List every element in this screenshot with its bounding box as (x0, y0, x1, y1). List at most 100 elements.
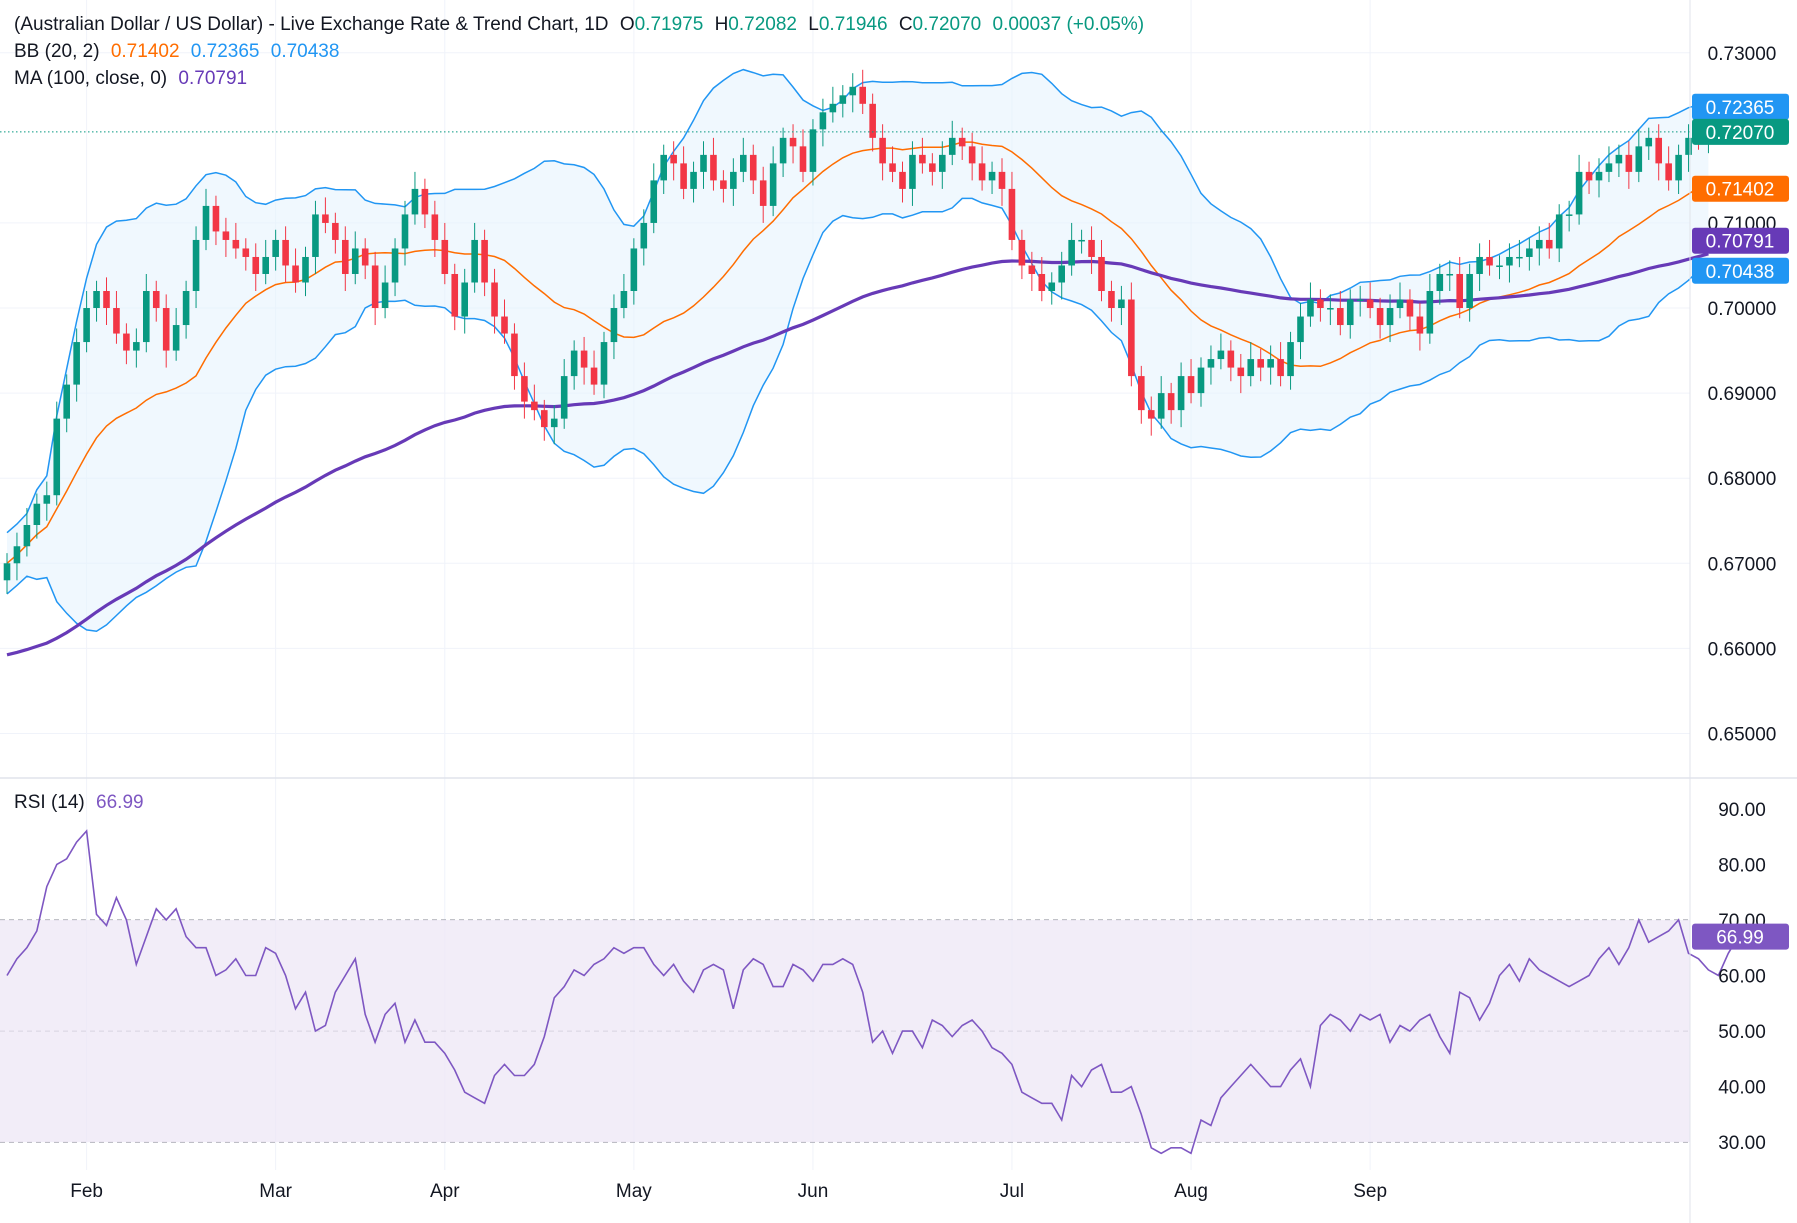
candle-body (779, 137, 787, 164)
ma-label: MA (100, close, 0) (14, 68, 168, 89)
price-tick-label: 0.65000 (1708, 724, 1777, 745)
candle-body (1287, 342, 1294, 377)
candle-body (133, 342, 140, 351)
price-tag-label: 0.70791 (1706, 232, 1775, 253)
candle-body (342, 239, 349, 274)
candle-body (829, 103, 837, 113)
price-tags: 0.72365 0.72070 0.71402 0.70791 0.70438 (1692, 93, 1789, 284)
candle-body (93, 291, 100, 309)
candle-body (1655, 137, 1662, 164)
candle-body (1227, 350, 1235, 368)
candle-body (1297, 316, 1304, 343)
candle-body (1635, 146, 1643, 172)
ohlc-open: O0.71975 (619, 14, 704, 35)
candle-body (1207, 359, 1215, 368)
candle-body (411, 188, 419, 215)
candle-body (720, 180, 727, 189)
candle-body (1426, 291, 1434, 334)
candle-body (143, 291, 150, 343)
candle-body (491, 282, 498, 317)
candle-body (1486, 256, 1493, 266)
candle-body (879, 137, 886, 164)
price-tag (1692, 118, 1789, 145)
candle-body (83, 308, 90, 343)
candle-body (33, 503, 41, 525)
candle-body (541, 410, 548, 428)
candle-body (1058, 265, 1065, 283)
candle-body (730, 171, 737, 189)
candle-body (968, 146, 976, 164)
candle-body (740, 154, 747, 172)
rsi-tick-label: 50.00 (1718, 1022, 1766, 1043)
candle-body (1545, 239, 1553, 249)
candle-body (23, 524, 31, 547)
price-tag-label: 0.70438 (1706, 262, 1775, 283)
candle-body (401, 214, 409, 249)
rsi-tick-label: 40.00 (1718, 1078, 1766, 1099)
bollinger-basis-value: 0.71402 (110, 41, 180, 62)
rsi-line (6, 829, 1759, 1155)
candle-body (948, 137, 956, 155)
time-tick-label: Jun (798, 1181, 829, 1202)
candle-body (1376, 308, 1384, 326)
candle-body (192, 239, 200, 292)
ohlc-change: 0.00037 (+0.05%) (992, 14, 1145, 35)
bollinger-lower-value: 0.70438 (270, 41, 340, 62)
candle-body (1386, 308, 1394, 326)
candle-body (1008, 188, 1016, 240)
candle-body (1605, 163, 1613, 172)
candle-body (332, 222, 339, 240)
candle-body (1078, 239, 1085, 242)
time-tick-label: Jul (1000, 1181, 1024, 1202)
candle-body (451, 273, 459, 317)
candle-body (1247, 359, 1255, 377)
candle-body (1257, 359, 1264, 368)
time-tick-label: Aug (1174, 1181, 1208, 1202)
candlestick-series (3, 69, 1712, 594)
candle-body (909, 154, 916, 189)
candle-body (759, 180, 767, 206)
candle-body (1536, 239, 1543, 249)
candle-body (1147, 410, 1155, 419)
bollinger-legend[interactable]: BB (20, 2) 0.71402 0.72365 0.70438 (14, 41, 345, 63)
candle-body (222, 231, 230, 240)
bollinger-basis-line (6, 141, 1709, 564)
candle-body (819, 112, 827, 130)
candle-body (322, 214, 329, 223)
ma-legend[interactable]: MA (100, close, 0) 0.70791 (14, 68, 253, 90)
candle-body (252, 256, 260, 274)
price-tag-label: 0.72070 (1706, 123, 1775, 144)
price-scale[interactable]: 0.730000.710000.700000.690000.680000.670… (1708, 44, 1777, 746)
candle-body (1625, 154, 1633, 172)
ohlc-close: C0.72070 (898, 14, 982, 35)
candle-body (1167, 393, 1175, 411)
candle-body (212, 205, 220, 232)
candle-body (680, 163, 687, 189)
candle-body (3, 563, 11, 581)
candle-body (262, 256, 269, 274)
candle-body (1446, 273, 1454, 276)
rsi-legend[interactable]: RSI (14) 66.99 (14, 792, 150, 814)
chart-legend-header: (Australian Dollar / US Dollar) - Live E… (14, 14, 1150, 36)
candle-body (630, 248, 638, 292)
candle-body (1157, 393, 1165, 419)
candle-body (63, 384, 70, 419)
candle-body (809, 129, 817, 172)
candle-body (1018, 239, 1026, 266)
candle-body (302, 256, 309, 283)
ohlc-high: H0.72082 (714, 14, 797, 35)
rsi-tick-label: 90.00 (1718, 800, 1766, 821)
candle-body (431, 214, 439, 240)
candle-body (839, 95, 847, 104)
time-scale[interactable]: Feb Mar Apr May Jun Jul Aug Sep (70, 1181, 1387, 1202)
candle-body (1516, 256, 1523, 259)
candle-body (1456, 273, 1463, 309)
candle-body (1665, 163, 1672, 181)
candle-body (600, 342, 608, 385)
candle-body (1496, 265, 1503, 267)
candle-body (700, 154, 707, 172)
candle-body (799, 146, 807, 172)
rsi-tick-label: 60.00 (1718, 967, 1766, 988)
